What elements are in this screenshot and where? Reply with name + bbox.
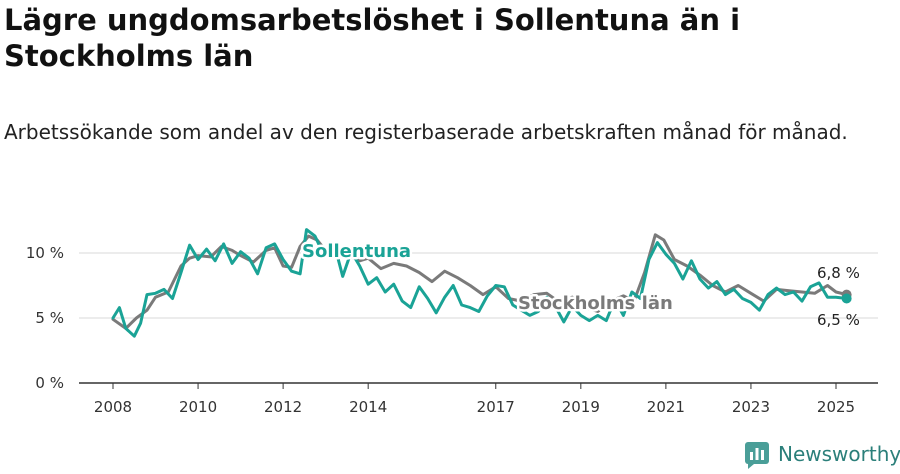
- gridlines: 0 % 5 % 10 %: [26, 244, 878, 392]
- x-tick-label: 2012: [264, 398, 302, 416]
- series-label-sollentuna: Sollentuna: [302, 241, 411, 262]
- end-value-label: 6,5 %: [817, 311, 860, 329]
- y-tick-label: 5 %: [35, 309, 64, 327]
- y-tick-label: 10 %: [26, 244, 64, 262]
- chart-subtitle: Arbetssökande som andel av den registerb…: [4, 120, 848, 144]
- x-tick-label: 2017: [477, 398, 515, 416]
- series-lines: [111, 228, 852, 338]
- newsworthy-logo[interactable]: Newsworthy: [744, 440, 900, 472]
- series-label-stockholms-lan: Stockholms län: [518, 293, 673, 314]
- chart-title: Lägre ungdomsarbetslöshet i Sollentuna ä…: [4, 3, 741, 73]
- x-tick-label: 2023: [732, 398, 770, 416]
- y-tick-label: 0 %: [35, 374, 64, 392]
- newsworthy-icon: [745, 442, 769, 469]
- x-tick-label: 2025: [817, 398, 855, 416]
- labels: Sollentuna Stockholms län 6,8 % 6,5 %: [300, 239, 860, 330]
- x-axis: 2008 2010 2012 2014 2017 2019 2021 2023 2025: [79, 382, 878, 416]
- series-endpoint-sollentuna: [841, 293, 852, 304]
- series-line-sollentuna: [111, 228, 849, 338]
- brand-name: Newsworthy: [778, 442, 900, 466]
- x-tick-label: 2010: [179, 398, 217, 416]
- x-tick-label: 2019: [562, 398, 600, 416]
- end-value-label: 6,8 %: [817, 264, 860, 282]
- series-line-stockholms-län: [111, 233, 849, 330]
- x-tick-label: 2014: [349, 398, 387, 416]
- x-tick-label: 2008: [94, 398, 132, 416]
- x-tick-label: 2021: [647, 398, 685, 416]
